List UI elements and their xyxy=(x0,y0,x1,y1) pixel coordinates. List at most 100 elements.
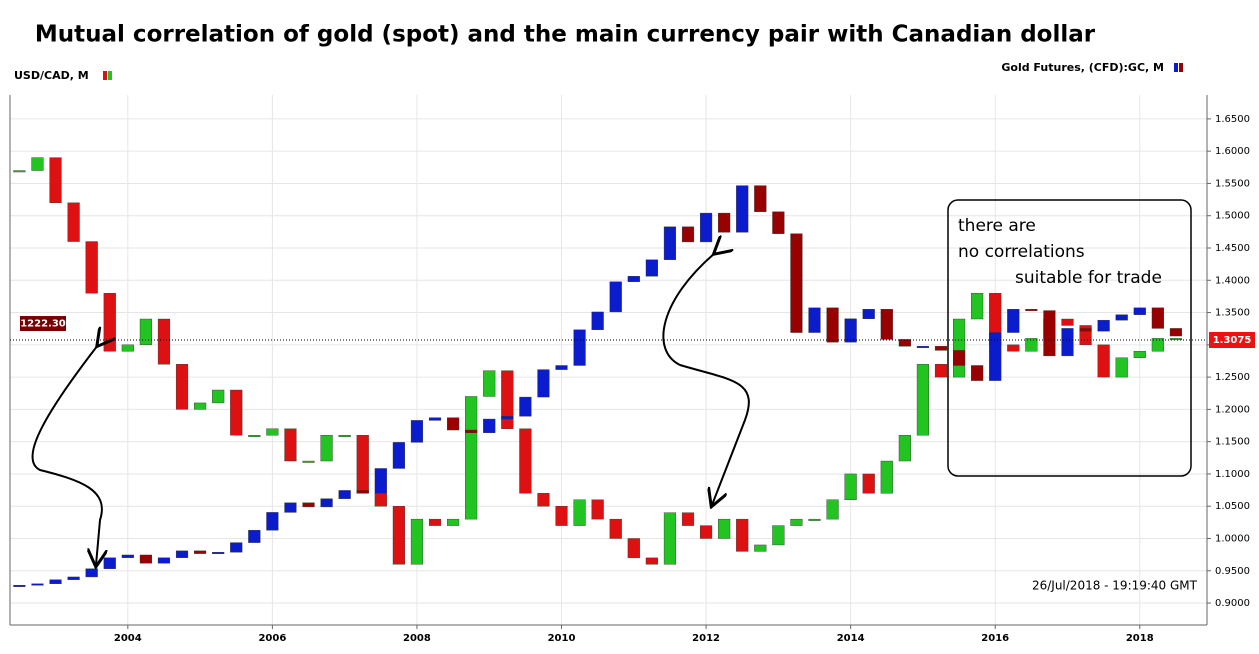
y-tick-label: 1.2000 xyxy=(1215,404,1250,415)
candle xyxy=(338,435,351,437)
candle xyxy=(862,308,875,320)
candle xyxy=(1025,338,1038,352)
candle xyxy=(13,170,26,173)
candle xyxy=(934,346,948,351)
candle xyxy=(501,416,514,420)
candle xyxy=(320,435,333,462)
candle xyxy=(591,311,604,330)
candle xyxy=(392,506,405,565)
legend-gold: Gold Futures, (CFD):GC, M xyxy=(1001,61,1164,74)
last-price-box xyxy=(1209,331,1255,348)
y-tick-label: 0.9000 xyxy=(1215,598,1250,609)
candle xyxy=(248,435,261,437)
candle xyxy=(844,318,857,343)
gold-last-box xyxy=(20,316,66,332)
x-tick-label: 2012 xyxy=(692,633,720,644)
candle xyxy=(772,211,785,234)
candle xyxy=(374,493,387,507)
candle xyxy=(808,307,821,333)
legend-swatch xyxy=(108,71,112,80)
candle xyxy=(230,542,243,553)
candle xyxy=(85,241,98,294)
candle xyxy=(736,518,749,552)
candle xyxy=(1025,308,1038,311)
grid xyxy=(10,95,1207,625)
candle xyxy=(175,363,189,410)
candle xyxy=(591,499,604,520)
candle xyxy=(519,396,532,417)
last-price-label: 1.3075 xyxy=(1213,335,1252,346)
candle xyxy=(1097,344,1110,378)
y-tick-label: 1.6500 xyxy=(1215,114,1250,125)
x-tick-label: 2016 xyxy=(981,633,1009,644)
legend-swatch xyxy=(1179,63,1183,72)
candle xyxy=(772,525,785,546)
y-tick-label: 1.3500 xyxy=(1215,308,1250,319)
candle xyxy=(826,307,839,343)
candle xyxy=(898,339,911,347)
gold-last-label: 1222.30 xyxy=(20,319,66,330)
arrow xyxy=(31,345,101,565)
candle xyxy=(266,512,279,531)
candle xyxy=(465,396,478,520)
candle xyxy=(880,460,893,494)
timestamp: 26/Jul/2018 - 19:19:40 GMT xyxy=(1032,579,1198,593)
candle xyxy=(212,389,225,404)
candle xyxy=(447,417,460,431)
candle xyxy=(754,185,767,212)
candle xyxy=(971,365,984,381)
candle xyxy=(49,579,62,585)
candle xyxy=(826,499,839,520)
candle xyxy=(663,512,677,565)
candle xyxy=(121,554,134,558)
candle xyxy=(139,554,152,564)
candle xyxy=(609,281,622,313)
y-tick-label: 1.5500 xyxy=(1215,178,1250,189)
candle xyxy=(627,538,640,559)
chart-title: Mutual correlation of gold (spot) and th… xyxy=(35,22,1096,48)
y-tick-label: 1.1000 xyxy=(1215,469,1250,480)
x-tick-label: 2010 xyxy=(548,633,576,644)
candle xyxy=(844,473,857,500)
x-tick-label: 2014 xyxy=(837,633,865,644)
candle xyxy=(1169,338,1182,341)
candle xyxy=(1043,310,1056,357)
candle xyxy=(1151,307,1164,329)
candle xyxy=(212,552,225,554)
legend-usdcad: USD/CAD, M xyxy=(14,69,89,82)
candle xyxy=(952,350,966,366)
candle xyxy=(790,518,803,526)
candle xyxy=(320,498,333,508)
candle xyxy=(483,370,496,397)
candle xyxy=(645,259,658,277)
annotation: there are xyxy=(958,216,1036,236)
candle xyxy=(1007,344,1020,352)
candle xyxy=(194,550,207,554)
candle xyxy=(157,318,171,365)
candle xyxy=(681,226,695,243)
candle xyxy=(537,369,550,398)
candle xyxy=(952,318,966,378)
legend-swatch xyxy=(103,71,107,80)
x-tick-label: 2006 xyxy=(258,633,286,644)
x-tick-label: 2004 xyxy=(114,633,142,644)
y-tick-label: 0.9500 xyxy=(1215,566,1250,577)
candle xyxy=(410,518,424,565)
annotation: suitable for trade xyxy=(1015,268,1162,288)
candle xyxy=(971,292,984,320)
candle xyxy=(31,583,44,586)
candle xyxy=(266,428,279,436)
candle xyxy=(700,525,713,539)
legend-swatch xyxy=(1174,63,1178,72)
candle xyxy=(248,530,261,543)
candle xyxy=(103,557,116,569)
candle xyxy=(898,435,911,462)
candle xyxy=(374,468,387,494)
y-tick-label: 1.1500 xyxy=(1215,437,1250,448)
y-tick-label: 1.6000 xyxy=(1215,146,1250,157)
candle xyxy=(428,518,442,526)
candle xyxy=(392,442,405,469)
candle xyxy=(157,557,171,564)
candle xyxy=(121,344,134,352)
